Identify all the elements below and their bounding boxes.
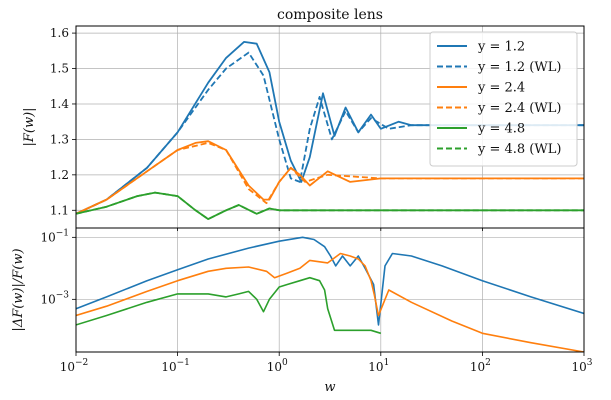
- x-tick-label: 102: [470, 358, 491, 374]
- x-tick-label: 10−1: [161, 358, 190, 374]
- y-tick-label: 1.5: [50, 62, 69, 76]
- x-tick-label: 103: [571, 358, 592, 374]
- y-tick-label: 1.3: [50, 132, 69, 146]
- chart-title: composite lens: [277, 7, 383, 23]
- series-line: [76, 236, 584, 326]
- series-line: [76, 191, 584, 221]
- legend-label: y = 1.2: [477, 40, 525, 55]
- y-tick-label: 1.2: [50, 168, 69, 182]
- legend: y = 1.2 y = 1.2 (WL) y = 2.4 y = 2.4 (WL) y …: [429, 31, 578, 167]
- series-line: [76, 252, 584, 352]
- x-axis-label: w: [324, 380, 335, 395]
- legend-label: y = 2.4: [477, 81, 525, 96]
- legend-label: y = 4.8: [477, 122, 525, 137]
- y-tick-label: 1.6: [50, 26, 69, 40]
- legend-label: y = 2.4 (WL): [477, 101, 561, 116]
- series-line: [76, 41, 584, 215]
- bottom-y-axis-label: |ΔF(w)|/F(w): [11, 248, 26, 331]
- legend-label: y = 4.8 (WL): [477, 142, 561, 157]
- top-panel-y-ticks: 1.1 1.2 1.3 1.4 1.5 1.6: [50, 26, 76, 217]
- series-line: [76, 140, 584, 215]
- x-tick-label: 100: [267, 358, 288, 374]
- series-line: [76, 276, 382, 335]
- top-y-axis-label: |F(w)|: [22, 107, 37, 146]
- bottom-panel-y-ticks: 10−3 10−1: [40, 228, 76, 306]
- y-tick-label: 1.4: [50, 97, 69, 111]
- top-panel-series: [76, 41, 584, 221]
- series-line: [76, 191, 584, 221]
- y-tick-label: 10−3: [40, 290, 69, 306]
- series-line: [76, 141, 584, 215]
- y-tick-label: 10−1: [40, 228, 69, 244]
- x-tick-label: 10−2: [60, 358, 89, 374]
- series-line: [76, 51, 584, 215]
- bottom-panel-frame: [75, 227, 585, 353]
- bottom-panel-series: [76, 236, 584, 352]
- legend-label: y = 1.2 (WL): [477, 60, 561, 75]
- x-tick-label: 101: [368, 358, 389, 374]
- y-tick-label: 1.1: [50, 203, 69, 217]
